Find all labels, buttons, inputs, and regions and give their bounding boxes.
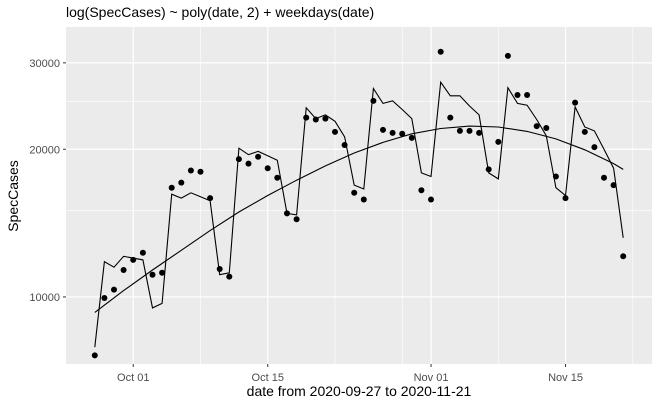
data-point bbox=[552, 173, 559, 180]
axis-ticks bbox=[63, 62, 567, 367]
data-point bbox=[178, 179, 185, 186]
data-point bbox=[303, 114, 310, 121]
data-point bbox=[274, 174, 281, 181]
data-point bbox=[264, 165, 271, 172]
plot-panel bbox=[66, 27, 652, 364]
data-point bbox=[207, 195, 214, 202]
data-point bbox=[610, 182, 617, 189]
x-tick-label: Nov 01 bbox=[414, 372, 449, 384]
data-point bbox=[120, 267, 127, 273]
data-point bbox=[322, 115, 329, 122]
data-point bbox=[437, 48, 444, 55]
data-points bbox=[91, 48, 627, 359]
data-point bbox=[389, 129, 396, 136]
data-point bbox=[504, 52, 511, 59]
y-tick-label: 10000 bbox=[29, 292, 60, 304]
data-point bbox=[533, 123, 540, 130]
data-point bbox=[226, 273, 233, 280]
x-tick-label: Oct 01 bbox=[117, 372, 149, 384]
data-point bbox=[601, 174, 607, 181]
data-point bbox=[130, 256, 137, 263]
data-point bbox=[428, 196, 434, 203]
data-point bbox=[284, 210, 290, 217]
data-point bbox=[197, 168, 204, 175]
data-point bbox=[159, 269, 166, 276]
data-point bbox=[187, 167, 194, 174]
data-point bbox=[562, 195, 569, 202]
data-point bbox=[447, 114, 454, 121]
data-point bbox=[543, 125, 550, 131]
data-point bbox=[235, 156, 242, 163]
y-tick-labels: 10000 20000 30000 bbox=[29, 58, 60, 304]
x-tick-label: Nov 15 bbox=[548, 372, 583, 384]
data-point bbox=[524, 92, 531, 98]
data-point bbox=[111, 286, 117, 293]
data-point bbox=[312, 116, 319, 123]
data-point bbox=[245, 160, 252, 167]
data-point bbox=[255, 153, 262, 160]
data-point bbox=[360, 196, 367, 203]
data-point bbox=[495, 138, 502, 145]
fitted-line bbox=[94, 80, 624, 348]
data-point bbox=[572, 99, 579, 106]
data-point bbox=[139, 249, 146, 256]
data-point bbox=[456, 127, 463, 134]
data-point bbox=[91, 352, 98, 359]
x-tick-label: Oct 15 bbox=[252, 372, 284, 384]
y-tick-label: 20000 bbox=[29, 144, 60, 156]
data-point bbox=[341, 142, 348, 148]
data-point bbox=[485, 166, 492, 173]
data-point bbox=[514, 92, 521, 98]
trend-curve bbox=[94, 125, 624, 313]
data-point bbox=[466, 127, 473, 134]
data-point bbox=[591, 144, 598, 151]
data-point bbox=[476, 129, 483, 136]
fitted-curve bbox=[94, 80, 624, 348]
data-point bbox=[408, 134, 415, 141]
data-point bbox=[581, 128, 588, 135]
y-axis-title: SpecCases bbox=[5, 160, 21, 232]
x-axis-title: date from 2020-09-27 to 2020-11-21 bbox=[247, 383, 472, 399]
data-point bbox=[332, 128, 338, 135]
quadratic-trend bbox=[94, 125, 624, 313]
data-point bbox=[370, 97, 377, 104]
data-point bbox=[399, 130, 406, 137]
data-point bbox=[418, 187, 425, 194]
data-point bbox=[380, 126, 386, 133]
data-point bbox=[168, 184, 175, 191]
data-point bbox=[620, 253, 627, 260]
minor-gridlines bbox=[66, 27, 652, 364]
data-point bbox=[351, 189, 358, 196]
data-point bbox=[216, 266, 223, 272]
x-tick-labels: Oct 01 Oct 15 Nov 01 Nov 15 bbox=[117, 372, 583, 384]
data-point bbox=[101, 295, 108, 301]
chart-title: log(SpecCases) ~ poly(date, 2) + weekday… bbox=[66, 4, 374, 20]
y-tick-label: 30000 bbox=[29, 58, 60, 70]
data-point bbox=[149, 271, 156, 278]
data-point bbox=[293, 216, 300, 223]
